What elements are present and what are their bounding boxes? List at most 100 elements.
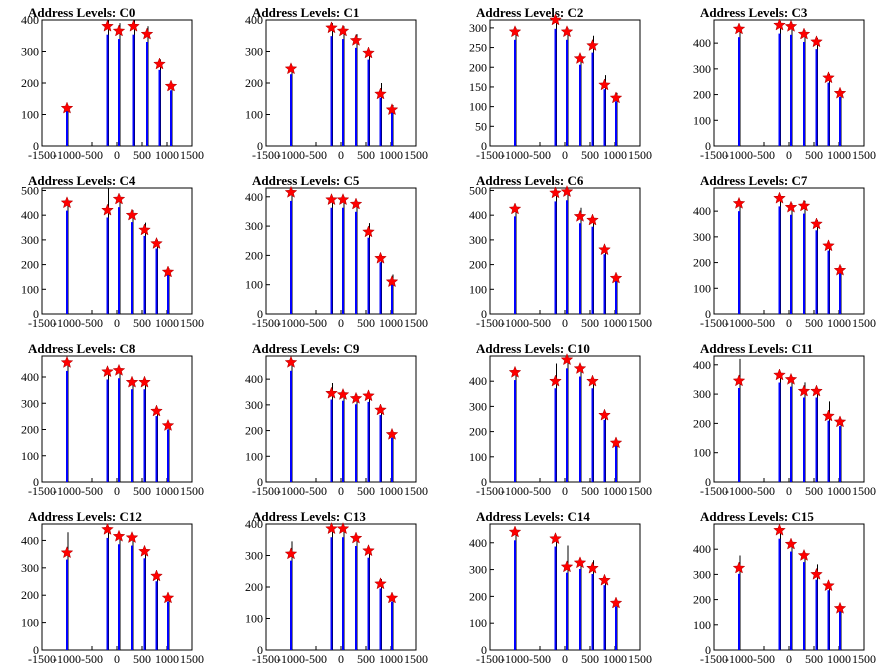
y-tick-label: 100 bbox=[469, 282, 487, 296]
y-tick-label: 300 bbox=[21, 561, 39, 575]
y-tick-label: 300 bbox=[693, 387, 711, 401]
peak-star-marker bbox=[586, 374, 599, 387]
y-tick-label: 100 bbox=[469, 616, 487, 630]
y-tick-label: 200 bbox=[693, 256, 711, 270]
peak-star-marker bbox=[573, 361, 587, 375]
y-tick-label: 100 bbox=[693, 281, 711, 295]
x-tick-label: 0 bbox=[114, 316, 120, 330]
y-tick-label: 200 bbox=[245, 248, 263, 262]
x-tick-label: -1000 bbox=[53, 148, 81, 162]
x-tick-label: -1000 bbox=[725, 316, 753, 330]
x-tick-label: 500 bbox=[133, 316, 151, 330]
chart-title: Address Levels: C12 bbox=[28, 509, 142, 524]
y-tick-label: 300 bbox=[245, 45, 263, 59]
peak-star-marker bbox=[560, 353, 574, 366]
chart-title: Address Levels: C6 bbox=[476, 173, 584, 188]
chart-panel: Address Levels: C8 0 100 200 300 400 -1500-100… bbox=[21, 341, 204, 498]
peak-star-marker bbox=[362, 389, 375, 402]
y-tick-label: 250 bbox=[469, 41, 487, 55]
x-tick-label: 0 bbox=[562, 316, 568, 330]
x-tick-label: -1000 bbox=[277, 652, 305, 666]
y-tick-label: 0 bbox=[33, 643, 39, 657]
peak-star-marker bbox=[810, 384, 823, 397]
peak-star-marker bbox=[784, 372, 798, 385]
y-tick-label: 150 bbox=[469, 80, 487, 94]
x-tick-label: 1500 bbox=[180, 316, 204, 330]
peak-star-marker bbox=[586, 38, 599, 52]
x-tick-label: 0 bbox=[338, 148, 344, 162]
x-tick-label: 1000 bbox=[827, 652, 851, 666]
x-tick-label: 1500 bbox=[404, 484, 428, 498]
x-tick-label: -1000 bbox=[53, 484, 81, 498]
x-tick-label: 0 bbox=[786, 652, 792, 666]
y-tick-label: 0 bbox=[257, 643, 263, 657]
y-tick-label: 400 bbox=[469, 208, 487, 222]
peak-star-marker bbox=[150, 404, 163, 417]
y-tick-label: 300 bbox=[693, 62, 711, 76]
x-tick-label: 0 bbox=[338, 484, 344, 498]
x-tick-label: 1000 bbox=[603, 316, 627, 330]
y-tick-label: 100 bbox=[469, 100, 487, 114]
x-tick-label: -1500 bbox=[252, 148, 280, 162]
x-tick-label: 1000 bbox=[827, 484, 851, 498]
x-tick-label: 500 bbox=[805, 484, 823, 498]
y-tick-label: 200 bbox=[469, 60, 487, 74]
peak-star-marker bbox=[374, 87, 387, 100]
x-tick-label: 1500 bbox=[628, 148, 652, 162]
x-tick-label: 1500 bbox=[180, 652, 204, 666]
chart-title: Address Levels: C2 bbox=[476, 5, 583, 20]
peak-star-marker bbox=[609, 91, 623, 104]
peak-star-marker bbox=[127, 19, 140, 32]
chart-panel: Address Levels: C5 0 100 200 300 400 -1500-100… bbox=[245, 173, 428, 330]
x-tick-label: -1000 bbox=[277, 484, 305, 498]
chart-title: Address Levels: C10 bbox=[476, 341, 590, 356]
peak-star-marker bbox=[374, 577, 387, 590]
x-tick-label: 1000 bbox=[379, 148, 403, 162]
peak-star-marker bbox=[833, 86, 847, 99]
peak-star-marker bbox=[161, 418, 175, 431]
chart-panel: Address Levels: C12 0 100 200 300 400 -1500-10… bbox=[21, 509, 204, 666]
peak-star-marker bbox=[284, 62, 298, 75]
x-tick-label: 500 bbox=[581, 148, 599, 162]
x-tick-label: 500 bbox=[133, 652, 151, 666]
chart-title: Address Levels: C0 bbox=[28, 5, 135, 20]
y-tick-label: 200 bbox=[693, 593, 711, 607]
y-tick-label: 200 bbox=[21, 588, 39, 602]
x-tick-label: 0 bbox=[114, 652, 120, 666]
y-tick-label: 200 bbox=[469, 258, 487, 272]
x-tick-label: -1000 bbox=[501, 652, 529, 666]
x-tick-label: -1500 bbox=[476, 484, 504, 498]
x-tick-label: -1500 bbox=[252, 484, 280, 498]
y-tick-label: 0 bbox=[481, 643, 487, 657]
x-tick-label: 1500 bbox=[852, 652, 876, 666]
peak-star-marker bbox=[598, 408, 611, 421]
x-tick-label: 1000 bbox=[155, 148, 179, 162]
chart-title: Address Levels: C13 bbox=[252, 509, 366, 524]
x-tick-label: -1500 bbox=[28, 316, 56, 330]
peak-star-marker bbox=[349, 197, 363, 210]
peak-star-marker bbox=[810, 567, 823, 580]
peak-star-marker bbox=[508, 202, 522, 215]
peak-star-marker bbox=[161, 591, 175, 604]
chart-panel: Address Levels: C1 0 100 200 300 400 -1500-100… bbox=[245, 5, 428, 162]
y-tick-label: 300 bbox=[21, 233, 39, 247]
x-tick-label: 0 bbox=[114, 484, 120, 498]
y-tick-label: 300 bbox=[469, 233, 487, 247]
x-tick-label: -1500 bbox=[28, 148, 56, 162]
x-tick-label: 1000 bbox=[603, 652, 627, 666]
y-tick-label: 500 bbox=[21, 183, 39, 197]
y-tick-label: 0 bbox=[33, 307, 39, 321]
x-tick-label: 0 bbox=[786, 148, 792, 162]
x-tick-label: 500 bbox=[357, 316, 375, 330]
y-tick-label: 200 bbox=[245, 424, 263, 438]
peak-star-marker bbox=[349, 531, 363, 544]
peak-star-marker bbox=[560, 560, 574, 573]
y-tick-label: 400 bbox=[245, 190, 263, 204]
x-tick-label: 0 bbox=[562, 652, 568, 666]
y-tick-label: 0 bbox=[257, 307, 263, 321]
y-tick-label: 100 bbox=[245, 449, 263, 463]
peak-star-marker bbox=[336, 522, 350, 535]
peak-star-marker bbox=[598, 243, 611, 256]
x-tick-label: 1000 bbox=[603, 148, 627, 162]
